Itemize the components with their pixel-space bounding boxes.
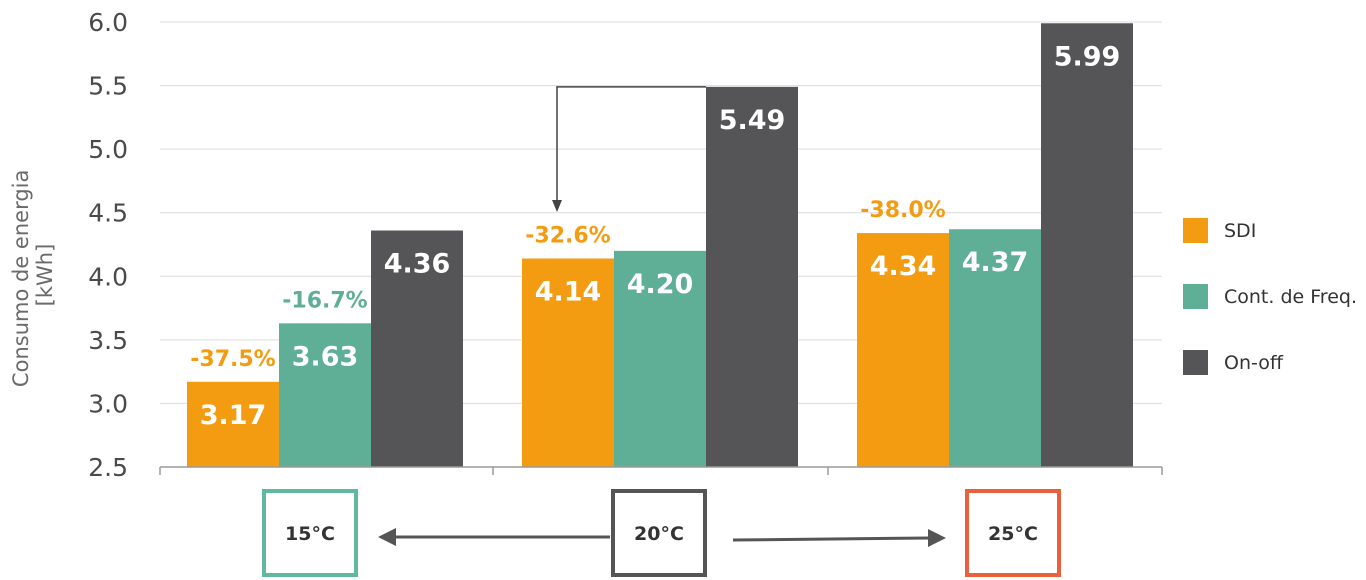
temperature-label: 25°C bbox=[988, 523, 1038, 545]
value-label: 4.14 bbox=[535, 276, 602, 307]
legend-swatch-sdi bbox=[1183, 218, 1208, 243]
value-label: 5.99 bbox=[1054, 41, 1121, 72]
value-label: 4.34 bbox=[870, 251, 937, 282]
y-axis-label: Consumo de energia [kWh] bbox=[9, 163, 57, 387]
temperature-box bbox=[262, 489, 358, 577]
temperature-label: 20°C bbox=[634, 523, 684, 545]
value-label: 5.49 bbox=[719, 105, 786, 136]
value-label: 4.37 bbox=[962, 247, 1029, 278]
value-label: 4.20 bbox=[627, 269, 694, 300]
comparison-connector bbox=[552, 86, 706, 212]
bar-sdi bbox=[187, 381, 279, 467]
y-tick-label: 3.5 bbox=[88, 326, 128, 355]
y-axis-label-line1: Consumo de energia bbox=[9, 170, 33, 387]
arrow-left-head bbox=[378, 528, 396, 546]
legend-swatch-on-off bbox=[1183, 350, 1208, 375]
y-tick-label: 6.0 bbox=[88, 8, 128, 37]
bar-sdi bbox=[522, 258, 614, 467]
bar-on-off bbox=[371, 230, 463, 467]
percent-annotations: -37.5% -16.7% -32.6% -38.0% bbox=[190, 198, 945, 372]
y-tick-label: 5.5 bbox=[88, 72, 128, 101]
value-label: 3.17 bbox=[200, 400, 267, 431]
temperature-box bbox=[965, 489, 1061, 577]
y-axis: 2.5 3.0 3.5 4.0 4.5 5.0 5.5 6.0 bbox=[88, 8, 128, 482]
bar-cont-freq bbox=[614, 250, 706, 467]
legend-swatch-cont-freq bbox=[1183, 284, 1208, 309]
temperature-box bbox=[611, 489, 707, 577]
y-axis-label-line2: [kWh] bbox=[33, 244, 57, 307]
percent-annotation: -16.7% bbox=[282, 288, 367, 313]
bar-on-off bbox=[1041, 23, 1133, 468]
percent-annotation: -37.5% bbox=[190, 347, 275, 372]
legend: SDI Cont. de Freq. On-off bbox=[1183, 218, 1357, 375]
value-label: 3.63 bbox=[292, 341, 359, 372]
value-labels: 3.17 4.14 4.34 3.63 4.20 4.37 4.36 5.49 5.99 bbox=[200, 41, 1121, 431]
bar-on-off bbox=[706, 86, 798, 467]
bar-cont-freq bbox=[949, 229, 1041, 467]
bars bbox=[187, 23, 1133, 468]
legend-label-on-off: On-off bbox=[1224, 352, 1284, 374]
arrow-right-line bbox=[732, 536, 931, 542]
temperature-boxes: 15°C 20°C 25°C bbox=[262, 489, 1061, 577]
y-tick-label: 2.5 bbox=[88, 453, 128, 482]
legend-label-cont-freq: Cont. de Freq. bbox=[1224, 286, 1357, 308]
x-axis bbox=[159, 466, 1163, 475]
value-label: 4.36 bbox=[384, 249, 451, 280]
legend-label-sdi: SDI bbox=[1224, 220, 1256, 242]
arrow-right-head bbox=[928, 529, 946, 547]
y-tick-label: 5.0 bbox=[88, 135, 128, 164]
bar-sdi bbox=[857, 233, 949, 467]
y-tick-label: 4.5 bbox=[88, 199, 128, 228]
y-tick-label: 3.0 bbox=[88, 389, 128, 418]
connector-arrowhead bbox=[552, 200, 562, 212]
bar-cont-freq bbox=[279, 323, 371, 467]
temperature-label: 15°C bbox=[285, 523, 335, 545]
percent-annotation: -38.0% bbox=[860, 198, 945, 223]
connector-line bbox=[556, 86, 706, 202]
y-tick-label: 4.0 bbox=[88, 262, 128, 291]
percent-annotation: -32.6% bbox=[525, 223, 610, 248]
